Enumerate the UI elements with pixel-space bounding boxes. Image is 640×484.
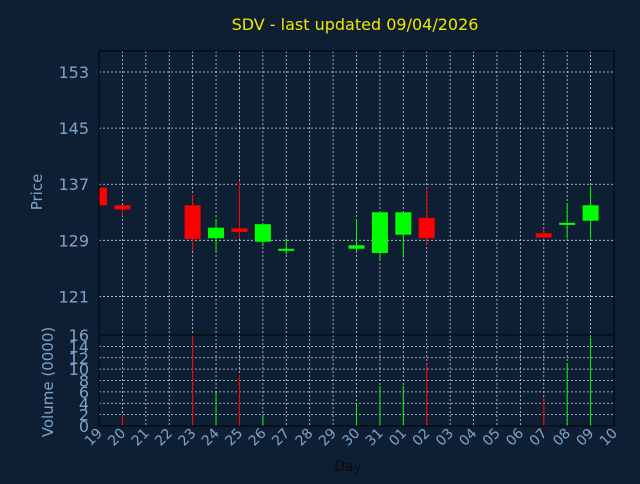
price-tick-label: 137 xyxy=(58,175,89,194)
candle-body xyxy=(582,205,599,221)
volume-tick-label: 0 xyxy=(79,417,89,436)
candle-body xyxy=(99,187,107,206)
volume-axis-label: Volume (0000) xyxy=(39,327,57,437)
volume-tick-label: 16 xyxy=(69,326,89,345)
candle-body xyxy=(208,227,225,239)
x-tick-labels: 19 20 21 22 23 24 25 26 27 28 29 30 31 01 02 03 04 05 06 07… xyxy=(82,425,621,449)
candle-body xyxy=(418,217,435,239)
volume-tick-label: 2 xyxy=(79,406,89,425)
candle-body xyxy=(114,205,131,210)
candles xyxy=(98,180,599,260)
x-axis-label: Day xyxy=(334,459,362,475)
candle-body xyxy=(278,248,295,251)
volume-tick-label: 6 xyxy=(79,383,89,402)
price-tick-label: 121 xyxy=(58,287,89,306)
price-tick-label: 145 xyxy=(58,119,89,138)
candle-body xyxy=(559,222,576,225)
volume-tick-label: 12 xyxy=(69,349,89,368)
volume-tick-label: 10 xyxy=(69,360,89,379)
price-tick-label: 153 xyxy=(58,63,89,82)
volume-tick-label: 4 xyxy=(79,394,89,413)
candle-body xyxy=(395,212,412,235)
volume-bars xyxy=(121,335,592,426)
price-axis-label: Price xyxy=(28,174,46,211)
candle-body xyxy=(371,212,388,253)
price-tick-labels: 121 129 137 145 153 xyxy=(58,63,89,306)
volume-tick-label: 8 xyxy=(79,372,89,391)
candle-body xyxy=(231,228,248,232)
candle-body xyxy=(184,205,201,239)
candle-body xyxy=(535,233,552,238)
volume-tick-label: 14 xyxy=(69,337,89,356)
candle-body xyxy=(254,224,271,242)
volume-panel-frame xyxy=(98,334,615,427)
candle-body xyxy=(348,245,365,249)
price-tick-label: 129 xyxy=(58,231,89,250)
chart-title: SDV - last updated 09/04/2026 xyxy=(232,15,479,34)
